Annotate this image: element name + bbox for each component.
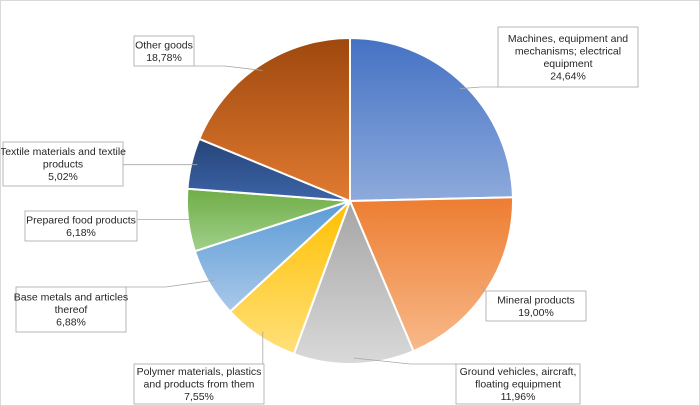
slice-category-label: thereof (55, 304, 88, 316)
slice-category-label: equipment (543, 58, 592, 70)
callout-box (455, 363, 581, 405)
leader-line (194, 65, 263, 71)
slice-category-label: Ground vehicles, aircraft, (460, 366, 577, 378)
slice-category-label: products (43, 159, 83, 171)
leader-line (126, 279, 215, 288)
slice-value-label: 19,00% (518, 307, 554, 319)
slice-category-label: Prepared food products (26, 214, 136, 226)
pie-slice (292, 198, 415, 365)
pie-slices (186, 36, 514, 365)
slice-category-label: and products from them (144, 379, 255, 391)
callout-box (2, 141, 124, 187)
callout-box (497, 26, 639, 88)
callout-box (24, 210, 138, 242)
slice-value-label: 5,02% (48, 171, 78, 183)
slice-value-label: 6,18% (66, 227, 96, 239)
callout-box (15, 286, 127, 333)
pie-slice (197, 36, 351, 203)
pie-slice (348, 196, 514, 353)
leader-line (481, 286, 486, 292)
slice-value-label: 11,96% (501, 391, 536, 403)
slice-value-label: 6,88% (56, 317, 86, 329)
leader-line (353, 357, 456, 365)
pie-slice (349, 36, 514, 203)
slice-category-label: floating equipment (475, 379, 561, 391)
callout-box (485, 290, 587, 322)
slice-category-label: mechanisms; electrical (515, 45, 621, 57)
leader-line (459, 86, 498, 90)
slice-category-label: Machines, equipment and (508, 33, 628, 45)
slice-category-label: Mineral products (497, 294, 575, 306)
callout-box (133, 35, 195, 67)
callout-box (133, 363, 265, 405)
slice-category-label: Other goods (135, 39, 193, 51)
slice-category-label: Textile materials and textile (1, 146, 126, 158)
slice-category-label: Polymer materials, plastics (137, 366, 262, 378)
callout-leaders (123, 65, 498, 365)
slice-category-label: Base metals and articles (14, 292, 128, 304)
slice-value-label: 18,78% (146, 52, 182, 64)
slice-value-label: 7,55% (184, 391, 214, 403)
slice-value-label: 24,64% (550, 70, 586, 82)
